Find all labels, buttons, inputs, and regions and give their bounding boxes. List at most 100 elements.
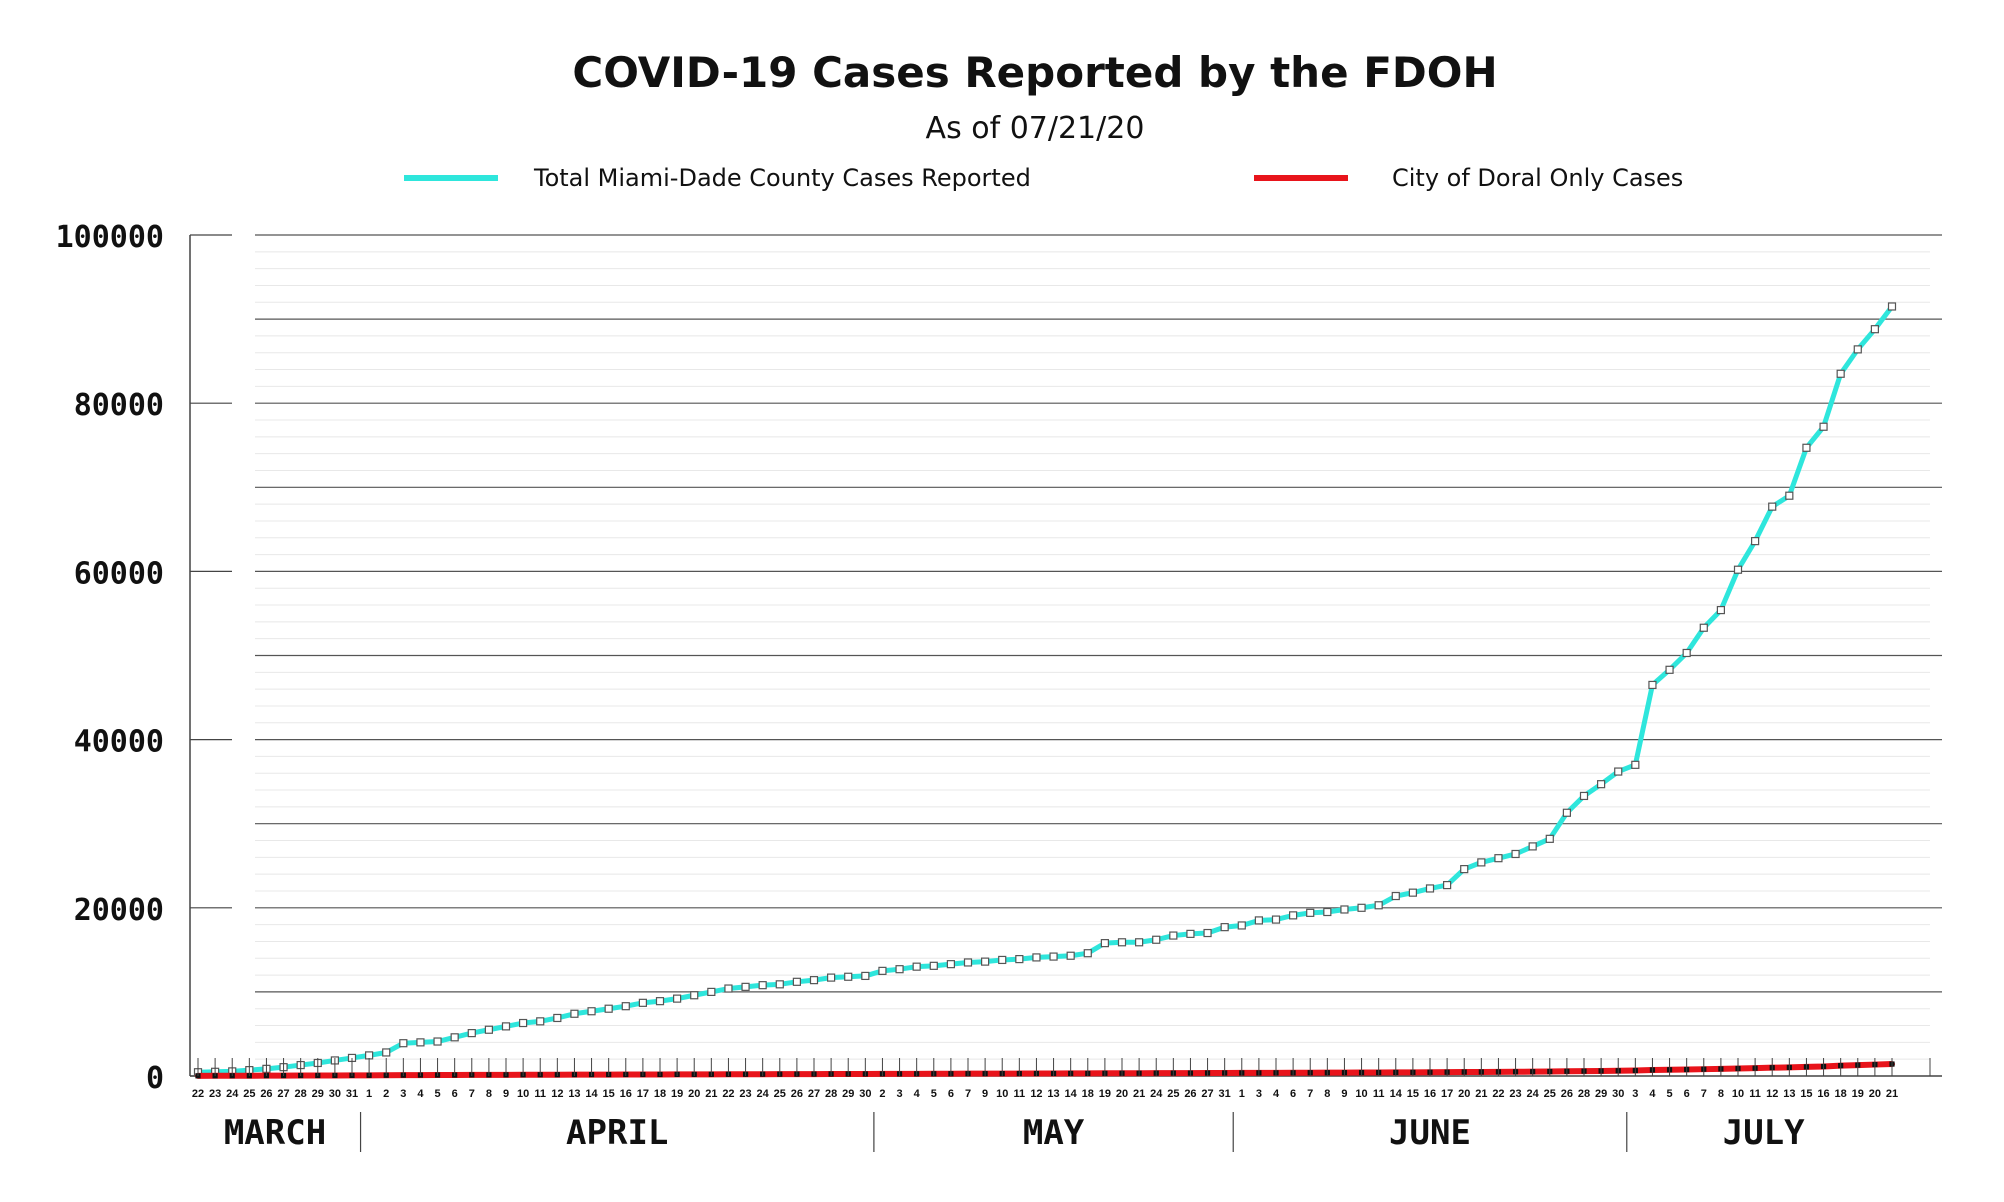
series-point-miami-dade [621,1002,630,1011]
x-tick-label: 2 [879,1088,885,1100]
x-axis-ticks: 22 23 24 25 26 27 28 29 30 31 1 2 3 4 5 6 7 8 9 10 11 12 13 14 1… [192,1058,1931,1100]
series-point-miami-dade [1323,907,1332,917]
x-tick-label: 30 [329,1088,341,1100]
series-point-miami-dade [553,1013,562,1023]
x-tick-label: 7 [1307,1088,1313,1100]
series-point-miami-dade [861,971,870,981]
x-tick-label: 30 [859,1088,871,1100]
x-tick-label: 27 [1201,1088,1213,1100]
y-tick-label: 20000 [74,893,164,928]
x-tick-label: 22 [722,1088,734,1100]
x-tick-label: 12 [1766,1088,1778,1100]
major-grid [255,234,1942,993]
x-tick-label: 31 [346,1088,358,1100]
x-tick-label: 14 [585,1088,598,1100]
x-tick-label: 27 [808,1088,820,1100]
series-point-miami-dade [1237,921,1246,930]
x-tick-label: 4 [914,1088,921,1100]
series-point-miami-dade [775,980,784,989]
minor-grid [255,251,1930,1060]
series-point-miami-dade [433,1037,442,1046]
series-point-miami-dade [981,957,990,966]
series-point-miami-dade [741,982,750,991]
x-tick-label: 19 [671,1088,683,1100]
series-point-miami-dade [1015,955,1024,964]
x-tick-label: 14 [1065,1088,1078,1100]
x-tick-label: 29 [312,1088,324,1100]
series-point-miami-dade [792,977,801,986]
series-point-miami-dade [1528,842,1537,851]
x-tick-label: 29 [842,1088,854,1100]
x-tick-label: 4 [1649,1088,1656,1100]
series-point-miami-dade [1579,791,1589,801]
x-tick-label: 26 [1561,1088,1573,1100]
series-point-miami-dade [758,981,767,990]
x-tick-label: 25 [243,1088,255,1100]
x-tick-label: 8 [486,1088,492,1100]
y-tick-label: 80000 [74,388,164,423]
series-point-miami-dade [707,987,716,997]
series-point-miami-dade [450,1033,459,1042]
x-tick-label: 21 [705,1088,717,1100]
x-tick-label: 15 [1800,1088,1812,1100]
x-tick-label: 11 [1014,1088,1026,1100]
series-point-miami-dade [1477,858,1486,867]
x-tick-label: 5 [434,1088,440,1100]
x-tick-label: 24 [1527,1088,1540,1100]
series-point-miami-dade [998,955,1007,965]
x-tick-label: 22 [1492,1088,1504,1100]
series-point-miami-dade [895,965,904,974]
series-point-miami-dade [1203,928,1212,938]
x-tick-label: 28 [825,1088,837,1100]
chart-title: COVID-19 Cases Reported by the FDOH [572,48,1497,97]
series-point-miami-dade [1751,537,1760,546]
series-point-miami-dade [1819,422,1828,431]
series-point-miami-dade [1357,903,1366,912]
series-point-miami-dade [1289,911,1298,920]
x-tick-label: 18 [1835,1088,1847,1100]
x-tick-label: 15 [1407,1088,1419,1100]
chart-subtitle: As of 07/21/20 [926,111,1145,146]
x-tick-label: 26 [1184,1088,1196,1100]
series-point-miami-dade [1494,854,1503,863]
x-tick-label: 5 [1666,1088,1672,1100]
x-tick-label: 28 [295,1088,307,1100]
x-tick-label: 3 [1256,1088,1262,1100]
x-tick-label: 8 [1718,1088,1724,1100]
x-tick-label: 24 [1150,1088,1163,1100]
x-tick-label: 25 [1544,1088,1556,1100]
x-tick-label: 18 [1082,1088,1094,1100]
x-tick-label: 21 [1886,1088,1898,1100]
series-point-miami-dade [1425,884,1435,893]
series-point-miami-dade [878,966,887,975]
x-tick-label: 13 [568,1088,580,1100]
x-tick-label: 20 [1458,1088,1470,1100]
series-point-miami-dade [467,1029,476,1038]
x-tick-label: 12 [551,1088,563,1100]
x-tick-label: 13 [1047,1088,1059,1100]
x-tick-label: 2 [383,1088,389,1100]
series-point-miami-dade [1836,369,1845,378]
x-tick-label: 25 [774,1088,786,1100]
series-point-miami-dade [827,973,836,982]
x-tick-label: 10 [1355,1088,1367,1100]
series-point-miami-dade [1254,916,1263,925]
legend-label-miami-dade: Total Miami-Dade County Cases Reported [533,164,1031,192]
month-label: JULY [1723,1113,1805,1153]
x-tick-label: 23 [1509,1088,1521,1100]
series-point-miami-dade [501,1022,511,1031]
series-point-miami-dade [1699,623,1708,632]
series-point-miami-dade [1135,938,1144,947]
x-tick-label: 20 [688,1088,700,1100]
series-point-miami-dade [1083,949,1092,958]
x-tick-label: 21 [1475,1088,1487,1100]
series-point-miami-dade [382,1048,391,1057]
series-point-miami-dade [1716,605,1725,615]
month-label: MARCH [224,1113,326,1153]
series-point-miami-dade [690,991,699,1000]
month-labels: MARCH APRIL MAY JUNE JULY [224,1112,1805,1153]
series-point-miami-dade [1682,648,1691,658]
series-point-miami-dade [1169,931,1178,940]
series-point-miami-dade [912,962,921,971]
x-tick-label: 10 [517,1088,529,1100]
